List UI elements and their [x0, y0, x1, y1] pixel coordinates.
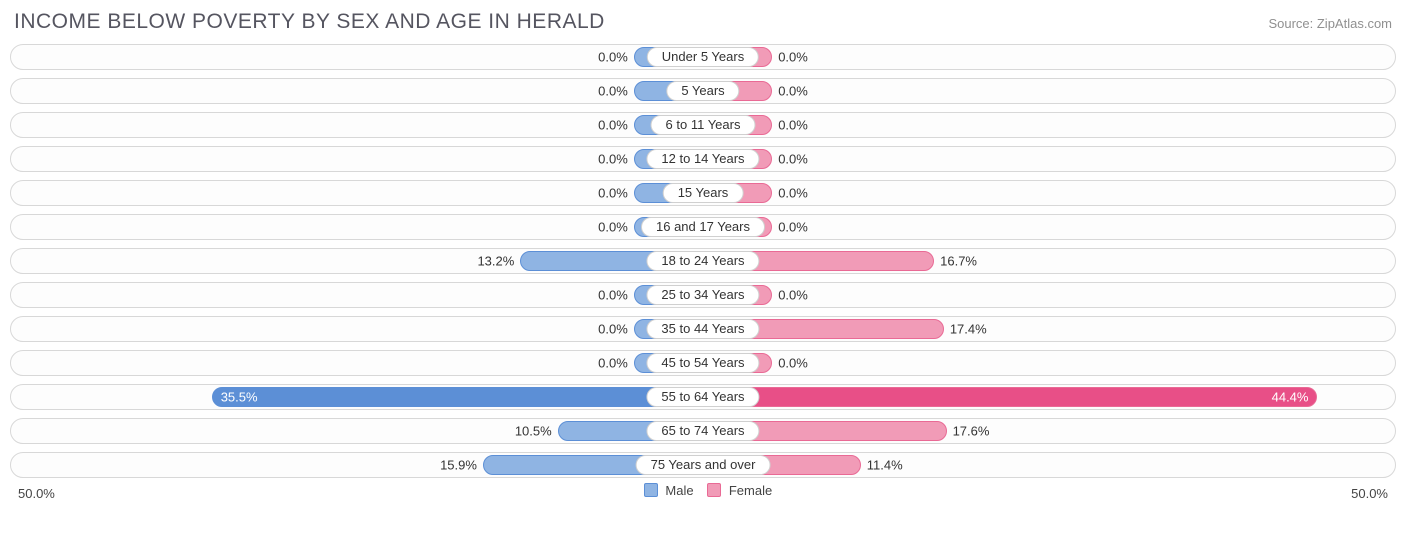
chart-source: Source: ZipAtlas.com — [1268, 16, 1392, 31]
male-value: 10.5% — [515, 424, 552, 439]
chart-row: 0.0% 0.0% 5 Years — [10, 78, 1396, 104]
legend: Male Female — [10, 483, 1396, 498]
female-value: 0.0% — [778, 356, 808, 371]
category-label: 55 to 64 Years — [646, 387, 759, 407]
category-label: 5 Years — [666, 81, 739, 101]
male-value: 0.0% — [598, 50, 628, 65]
chart-row: 0.0% 0.0% 12 to 14 Years — [10, 146, 1396, 172]
chart-row: 13.2% 16.7% 18 to 24 Years — [10, 248, 1396, 274]
category-label: 45 to 54 Years — [646, 353, 759, 373]
female-value: 11.4% — [867, 458, 903, 473]
male-value: 0.0% — [598, 322, 628, 337]
category-label: 15 Years — [663, 183, 744, 203]
chart-row: 0.0% 0.0% 6 to 11 Years — [10, 112, 1396, 138]
category-label: 35 to 44 Years — [646, 319, 759, 339]
axis-right-label: 50.0% — [1351, 486, 1388, 501]
male-value: 0.0% — [598, 152, 628, 167]
female-value: 0.0% — [778, 50, 808, 65]
axis-left-label: 50.0% — [18, 486, 55, 501]
male-value: 0.0% — [598, 84, 628, 99]
female-value: 0.0% — [778, 288, 808, 303]
male-value: 35.5% — [221, 390, 258, 405]
chart-row: 0.0% 0.0% Under 5 Years — [10, 44, 1396, 70]
chart-row: 0.0% 0.0% 25 to 34 Years — [10, 282, 1396, 308]
chart-row: 0.0% 0.0% 16 and 17 Years — [10, 214, 1396, 240]
chart-row: 0.0% 0.0% 45 to 54 Years — [10, 350, 1396, 376]
female-value: 0.0% — [778, 84, 808, 99]
category-label: 6 to 11 Years — [651, 115, 756, 135]
male-value: 15.9% — [440, 458, 477, 473]
chart-row: 10.5% 17.6% 65 to 74 Years — [10, 418, 1396, 444]
legend-label-female: Female — [729, 483, 772, 498]
legend-label-male: Male — [665, 483, 693, 498]
female-value: 0.0% — [778, 152, 808, 167]
chart-row: 15.9% 11.4% 75 Years and over — [10, 452, 1396, 478]
female-value: 16.7% — [940, 254, 977, 269]
female-value: 0.0% — [778, 186, 808, 201]
category-label: 65 to 74 Years — [646, 421, 759, 441]
category-label: 16 and 17 Years — [641, 217, 765, 237]
male-value: 0.0% — [598, 186, 628, 201]
legend-swatch-male — [644, 483, 658, 497]
male-value: 0.0% — [598, 118, 628, 133]
category-label: 25 to 34 Years — [646, 285, 759, 305]
male-value: 0.0% — [598, 220, 628, 235]
male-value: 13.2% — [477, 254, 514, 269]
header: INCOME BELOW POVERTY BY SEX AND AGE IN H… — [10, 10, 1396, 44]
female-value: 17.4% — [950, 322, 987, 337]
category-label: 75 Years and over — [636, 455, 771, 475]
female-bar: 44.4% — [703, 387, 1317, 407]
female-value: 0.0% — [778, 118, 808, 133]
chart-title: INCOME BELOW POVERTY BY SEX AND AGE IN H… — [14, 10, 605, 34]
female-value: 17.6% — [953, 424, 990, 439]
chart-row: 0.0% 0.0% 15 Years — [10, 180, 1396, 206]
female-value: 44.4% — [1272, 390, 1309, 405]
male-value: 0.0% — [598, 288, 628, 303]
category-label: 12 to 14 Years — [646, 149, 759, 169]
category-label: 18 to 24 Years — [646, 251, 759, 271]
male-value: 0.0% — [598, 356, 628, 371]
female-value: 0.0% — [778, 220, 808, 235]
legend-swatch-female — [707, 483, 721, 497]
male-bar: 35.5% — [212, 387, 703, 407]
category-label: Under 5 Years — [647, 47, 759, 67]
chart-row: 0.0% 17.4% 35 to 44 Years — [10, 316, 1396, 342]
chart-area: 0.0%0.0%Under 5 Years0.0%0.0%5 Years0.0%… — [10, 44, 1396, 478]
chart-row: 35.5% 44.4% 55 to 64 Years — [10, 384, 1396, 410]
